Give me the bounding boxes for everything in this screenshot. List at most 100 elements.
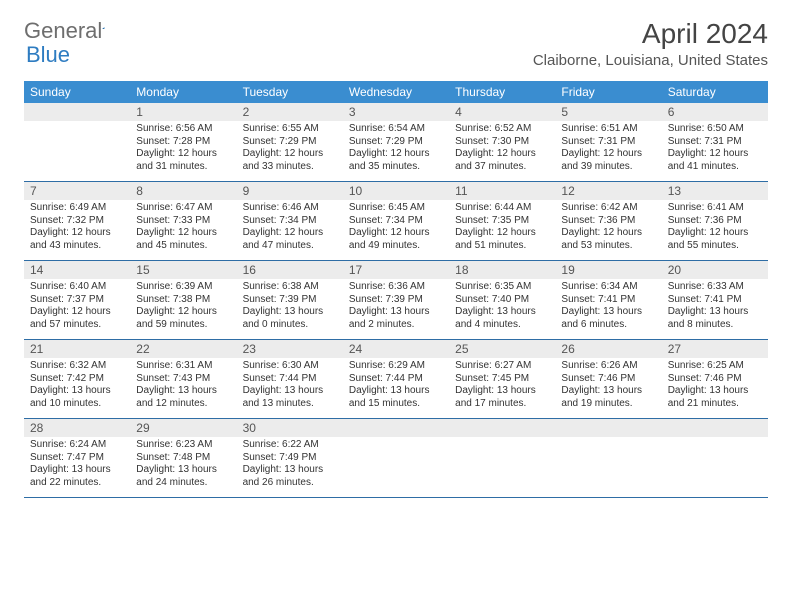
- day-dl2: and 22 minutes.: [30, 477, 124, 490]
- day-dl2: and 51 minutes.: [455, 240, 549, 253]
- day-number: 16: [237, 261, 343, 279]
- day-dl2: and 39 minutes.: [561, 161, 655, 174]
- calendar-cell: [24, 103, 130, 181]
- day-ss: Sunset: 7:46 PM: [561, 373, 655, 386]
- day-dl2: and 31 minutes.: [136, 161, 230, 174]
- day-ss: Sunset: 7:44 PM: [243, 373, 337, 386]
- day-details: Sunrise: 6:45 AMSunset: 7:34 PMDaylight:…: [343, 200, 449, 256]
- day-number: 30: [237, 419, 343, 437]
- day-details: Sunrise: 6:35 AMSunset: 7:40 PMDaylight:…: [449, 279, 555, 335]
- calendar-cell: 10Sunrise: 6:45 AMSunset: 7:34 PMDayligh…: [343, 182, 449, 260]
- day-dl1: Daylight: 13 hours: [243, 464, 337, 477]
- day-sr: Sunrise: 6:36 AM: [349, 281, 443, 294]
- day-ss: Sunset: 7:30 PM: [455, 136, 549, 149]
- day-details: Sunrise: 6:29 AMSunset: 7:44 PMDaylight:…: [343, 358, 449, 414]
- day-sr: Sunrise: 6:47 AM: [136, 202, 230, 215]
- day-sr: Sunrise: 6:50 AM: [668, 123, 762, 136]
- day-sr: Sunrise: 6:23 AM: [136, 439, 230, 452]
- calendar-cell: 8Sunrise: 6:47 AMSunset: 7:33 PMDaylight…: [130, 182, 236, 260]
- calendar-cell: [662, 419, 768, 497]
- day-details: [24, 121, 130, 127]
- calendar-cell: 13Sunrise: 6:41 AMSunset: 7:36 PMDayligh…: [662, 182, 768, 260]
- calendar: Sunday Monday Tuesday Wednesday Thursday…: [0, 75, 792, 498]
- day-ss: Sunset: 7:28 PM: [136, 136, 230, 149]
- day-ss: Sunset: 7:36 PM: [561, 215, 655, 228]
- calendar-cell: 27Sunrise: 6:25 AMSunset: 7:46 PMDayligh…: [662, 340, 768, 418]
- calendar-cell: 29 Sunrise: 6:23 AMSunset: 7:48 PMDayligh…: [130, 419, 236, 497]
- day-details: Sunrise: 6:42 AMSunset: 7:36 PMDaylight:…: [555, 200, 661, 256]
- day-dl1: Daylight: 13 hours: [668, 306, 762, 319]
- day-dl2: and 17 minutes.: [455, 398, 549, 411]
- day-details: Sunrise: 6:49 AMSunset: 7:32 PMDaylight:…: [24, 200, 130, 256]
- day-dl1: Daylight: 13 hours: [136, 464, 230, 477]
- day-sr: Sunrise: 6:40 AM: [30, 281, 124, 294]
- day-dl2: and 45 minutes.: [136, 240, 230, 253]
- day-ss: Sunset: 7:29 PM: [243, 136, 337, 149]
- day-number: 2: [237, 103, 343, 121]
- day-number: 20: [662, 261, 768, 279]
- day-dl1: Daylight: 13 hours: [30, 464, 124, 477]
- day-details: Sunrise: 6:40 AMSunset: 7:37 PMDaylight:…: [24, 279, 130, 335]
- day-dl1: Daylight: 12 hours: [455, 148, 549, 161]
- day-details: Sunrise: 6:51 AMSunset: 7:31 PMDaylight:…: [555, 121, 661, 177]
- day-details: Sunrise: 6:56 AMSunset: 7:28 PMDaylight:…: [130, 121, 236, 177]
- calendar-cell: 7Sunrise: 6:49 AMSunset: 7:32 PMDaylight…: [24, 182, 130, 260]
- day-sr: Sunrise: 6:34 AM: [561, 281, 655, 294]
- day-ss: Sunset: 7:47 PM: [30, 452, 124, 465]
- day-number: [662, 419, 768, 437]
- day-details: [555, 437, 661, 443]
- day-details: Sunrise: 6:55 AMSunset: 7:29 PMDaylight:…: [237, 121, 343, 177]
- day-dl1: Daylight: 12 hours: [349, 227, 443, 240]
- day-details: [343, 437, 449, 443]
- day-sr: Sunrise: 6:45 AM: [349, 202, 443, 215]
- day-number: 17: [343, 261, 449, 279]
- day-ss: Sunset: 7:35 PM: [455, 215, 549, 228]
- day-ss: Sunset: 7:48 PM: [136, 452, 230, 465]
- day-dl2: and 43 minutes.: [30, 240, 124, 253]
- day-details: Sunrise: 6:24 AMSunset: 7:47 PMDaylight:…: [24, 437, 130, 493]
- logo-text-blue: Blue: [26, 42, 70, 67]
- day-number: 9: [237, 182, 343, 200]
- day-sr: Sunrise: 6:29 AM: [349, 360, 443, 373]
- day-dl2: and 21 minutes.: [668, 398, 762, 411]
- day-dl1: Daylight: 12 hours: [136, 148, 230, 161]
- day-ss: Sunset: 7:31 PM: [668, 136, 762, 149]
- day-dl2: and 8 minutes.: [668, 319, 762, 332]
- calendar-cell: 25Sunrise: 6:27 AMSunset: 7:45 PMDayligh…: [449, 340, 555, 418]
- day-dl2: and 0 minutes.: [243, 319, 337, 332]
- day-number: 25: [449, 340, 555, 358]
- day-dl2: and 12 minutes.: [136, 398, 230, 411]
- day-ss: Sunset: 7:40 PM: [455, 294, 549, 307]
- calendar-cell: 14Sunrise: 6:40 AMSunset: 7:37 PMDayligh…: [24, 261, 130, 339]
- calendar-cell: 1Sunrise: 6:56 AMSunset: 7:28 PMDaylight…: [130, 103, 236, 181]
- day-number: 22: [130, 340, 236, 358]
- day-details: Sunrise: 6:50 AMSunset: 7:31 PMDaylight:…: [662, 121, 768, 177]
- day-details: Sunrise: 6:34 AMSunset: 7:41 PMDaylight:…: [555, 279, 661, 335]
- calendar-cell: [555, 419, 661, 497]
- day-dl2: and 55 minutes.: [668, 240, 762, 253]
- logo: General: [24, 18, 122, 44]
- day-sr: Sunrise: 6:51 AM: [561, 123, 655, 136]
- day-sr: Sunrise: 6:41 AM: [668, 202, 762, 215]
- calendar-week: 7Sunrise: 6:49 AMSunset: 7:32 PMDaylight…: [24, 182, 768, 261]
- day-dl2: and 2 minutes.: [349, 319, 443, 332]
- day-dl2: and 47 minutes.: [243, 240, 337, 253]
- calendar-weeks: 1Sunrise: 6:56 AMSunset: 7:28 PMDaylight…: [24, 103, 768, 498]
- day-number: 3: [343, 103, 449, 121]
- day-sr: Sunrise: 6:56 AM: [136, 123, 230, 136]
- day-details: Sunrise: 6:27 AMSunset: 7:45 PMDaylight:…: [449, 358, 555, 414]
- day-number: 29: [130, 419, 236, 437]
- calendar-week: 21Sunrise: 6:32 AMSunset: 7:42 PMDayligh…: [24, 340, 768, 419]
- day-details: Sunrise: 6:33 AMSunset: 7:41 PMDaylight:…: [662, 279, 768, 335]
- calendar-cell: 19Sunrise: 6:34 AMSunset: 7:41 PMDayligh…: [555, 261, 661, 339]
- day-sr: Sunrise: 6:55 AM: [243, 123, 337, 136]
- day-dl1: Daylight: 13 hours: [30, 385, 124, 398]
- page-header: General April 2024 Claiborne, Louisiana,…: [0, 0, 792, 75]
- day-dl1: Daylight: 13 hours: [561, 385, 655, 398]
- day-details: Sunrise: 6:30 AMSunset: 7:44 PMDaylight:…: [237, 358, 343, 414]
- day-header-tuesday: Tuesday: [237, 81, 343, 103]
- calendar-cell: 4Sunrise: 6:52 AMSunset: 7:30 PMDaylight…: [449, 103, 555, 181]
- day-dl2: and 4 minutes.: [455, 319, 549, 332]
- day-sr: Sunrise: 6:42 AM: [561, 202, 655, 215]
- day-ss: Sunset: 7:33 PM: [136, 215, 230, 228]
